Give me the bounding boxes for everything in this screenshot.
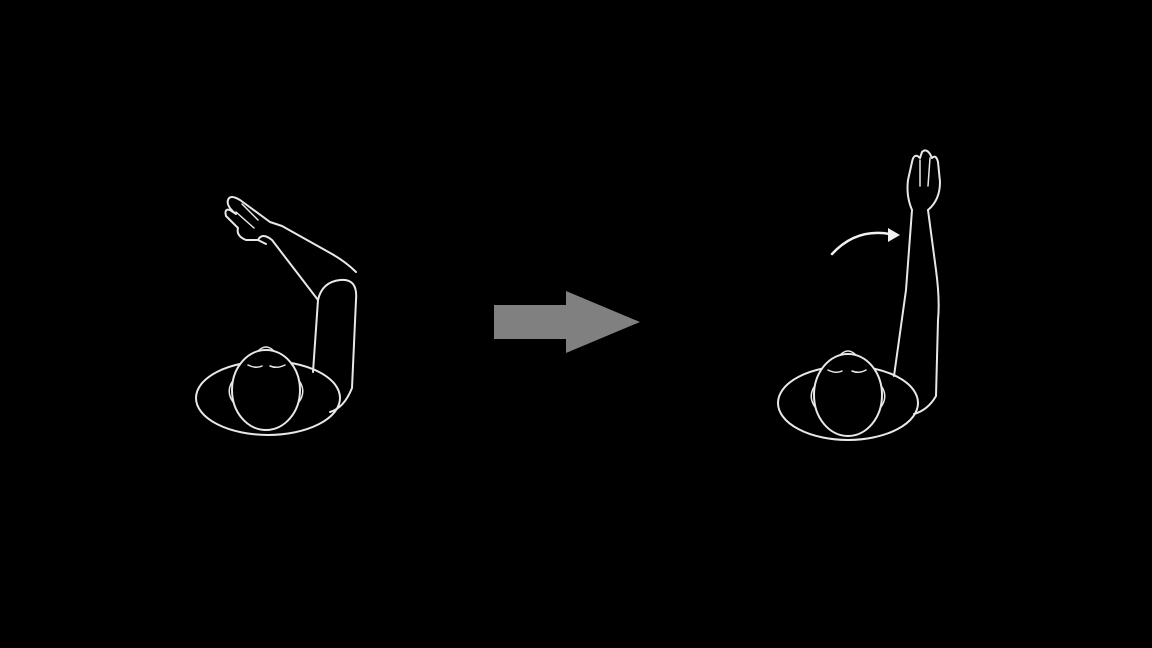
arm-outer-edge-after bbox=[913, 209, 940, 415]
left-eye-after bbox=[827, 369, 843, 374]
left-ear-before bbox=[228, 381, 234, 403]
right-eye-after bbox=[851, 369, 867, 374]
curved-arrow-icon bbox=[830, 231, 892, 256]
right-eye-before bbox=[269, 364, 286, 369]
figure-before bbox=[195, 196, 358, 436]
nose-after bbox=[839, 350, 857, 356]
finger-line-2-after bbox=[927, 157, 931, 187]
finger-line-1-before bbox=[241, 203, 259, 221]
hand-before bbox=[224, 196, 271, 241]
finger-line-2-before bbox=[235, 211, 255, 229]
nose-before bbox=[257, 346, 275, 352]
right-ear-before bbox=[298, 381, 304, 403]
figure-after bbox=[777, 149, 941, 441]
head-before bbox=[231, 349, 301, 431]
forearm-lower-edge-before bbox=[257, 235, 319, 301]
forearm-upper-edge-before bbox=[269, 221, 357, 273]
right-ear-after bbox=[880, 386, 886, 408]
arm-inner-edge-after bbox=[893, 209, 913, 377]
hand-after bbox=[906, 149, 941, 211]
left-eye-before bbox=[247, 364, 263, 369]
left-ear-after bbox=[810, 386, 816, 408]
upper-arm-before bbox=[312, 278, 358, 413]
head-after bbox=[813, 353, 883, 437]
curved-arrow-head-icon bbox=[888, 228, 900, 242]
right-arrow-icon bbox=[494, 291, 640, 353]
